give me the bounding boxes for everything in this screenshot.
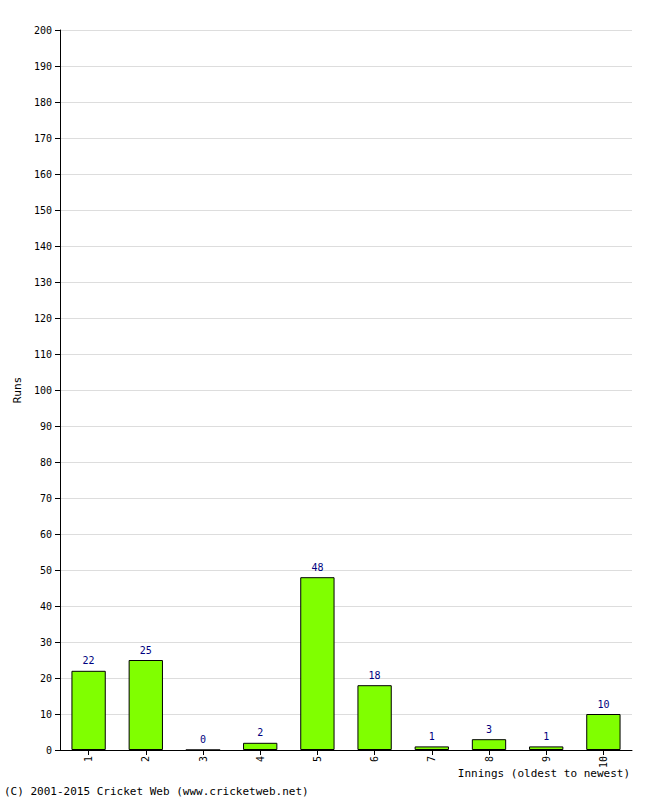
svg-text:2: 2 xyxy=(140,756,151,762)
svg-text:4: 4 xyxy=(255,756,266,762)
svg-text:60: 60 xyxy=(40,529,52,540)
svg-text:22: 22 xyxy=(83,655,95,666)
svg-text:6: 6 xyxy=(369,756,380,762)
svg-text:3: 3 xyxy=(198,756,209,762)
svg-text:110: 110 xyxy=(34,349,52,360)
svg-text:20: 20 xyxy=(40,673,52,684)
svg-text:50: 50 xyxy=(40,565,52,576)
svg-text:Runs: Runs xyxy=(11,377,24,404)
svg-text:180: 180 xyxy=(34,97,52,108)
svg-text:30: 30 xyxy=(40,637,52,648)
svg-text:70: 70 xyxy=(40,493,52,504)
svg-text:1: 1 xyxy=(83,756,94,762)
svg-text:8: 8 xyxy=(484,756,495,762)
svg-text:3: 3 xyxy=(486,724,492,735)
svg-text:90: 90 xyxy=(40,421,52,432)
svg-text:10: 10 xyxy=(597,699,609,710)
svg-text:2: 2 xyxy=(257,727,263,738)
svg-text:80: 80 xyxy=(40,457,52,468)
svg-text:170: 170 xyxy=(34,133,52,144)
svg-text:48: 48 xyxy=(311,562,323,573)
svg-text:130: 130 xyxy=(34,277,52,288)
svg-text:9: 9 xyxy=(541,756,552,762)
svg-text:190: 190 xyxy=(34,61,52,72)
svg-text:150: 150 xyxy=(34,205,52,216)
svg-text:Innings (oldest to newest): Innings (oldest to newest) xyxy=(457,767,630,780)
svg-text:1: 1 xyxy=(429,731,435,742)
svg-text:0: 0 xyxy=(46,745,52,756)
svg-text:1: 1 xyxy=(543,731,549,742)
svg-text:100: 100 xyxy=(34,385,52,396)
svg-text:(C) 2001-2015 Cricket Web (www: (C) 2001-2015 Cricket Web (www.cricketwe… xyxy=(4,785,309,798)
svg-text:18: 18 xyxy=(369,670,381,681)
svg-text:25: 25 xyxy=(140,645,152,656)
svg-text:200: 200 xyxy=(34,25,52,36)
svg-text:120: 120 xyxy=(34,313,52,324)
svg-text:0: 0 xyxy=(200,734,206,745)
svg-text:40: 40 xyxy=(40,601,52,612)
svg-text:7: 7 xyxy=(426,756,437,762)
svg-text:10: 10 xyxy=(598,756,609,768)
svg-text:10: 10 xyxy=(40,709,52,720)
svg-text:160: 160 xyxy=(34,169,52,180)
svg-text:140: 140 xyxy=(34,241,52,252)
svg-text:5: 5 xyxy=(312,756,323,762)
